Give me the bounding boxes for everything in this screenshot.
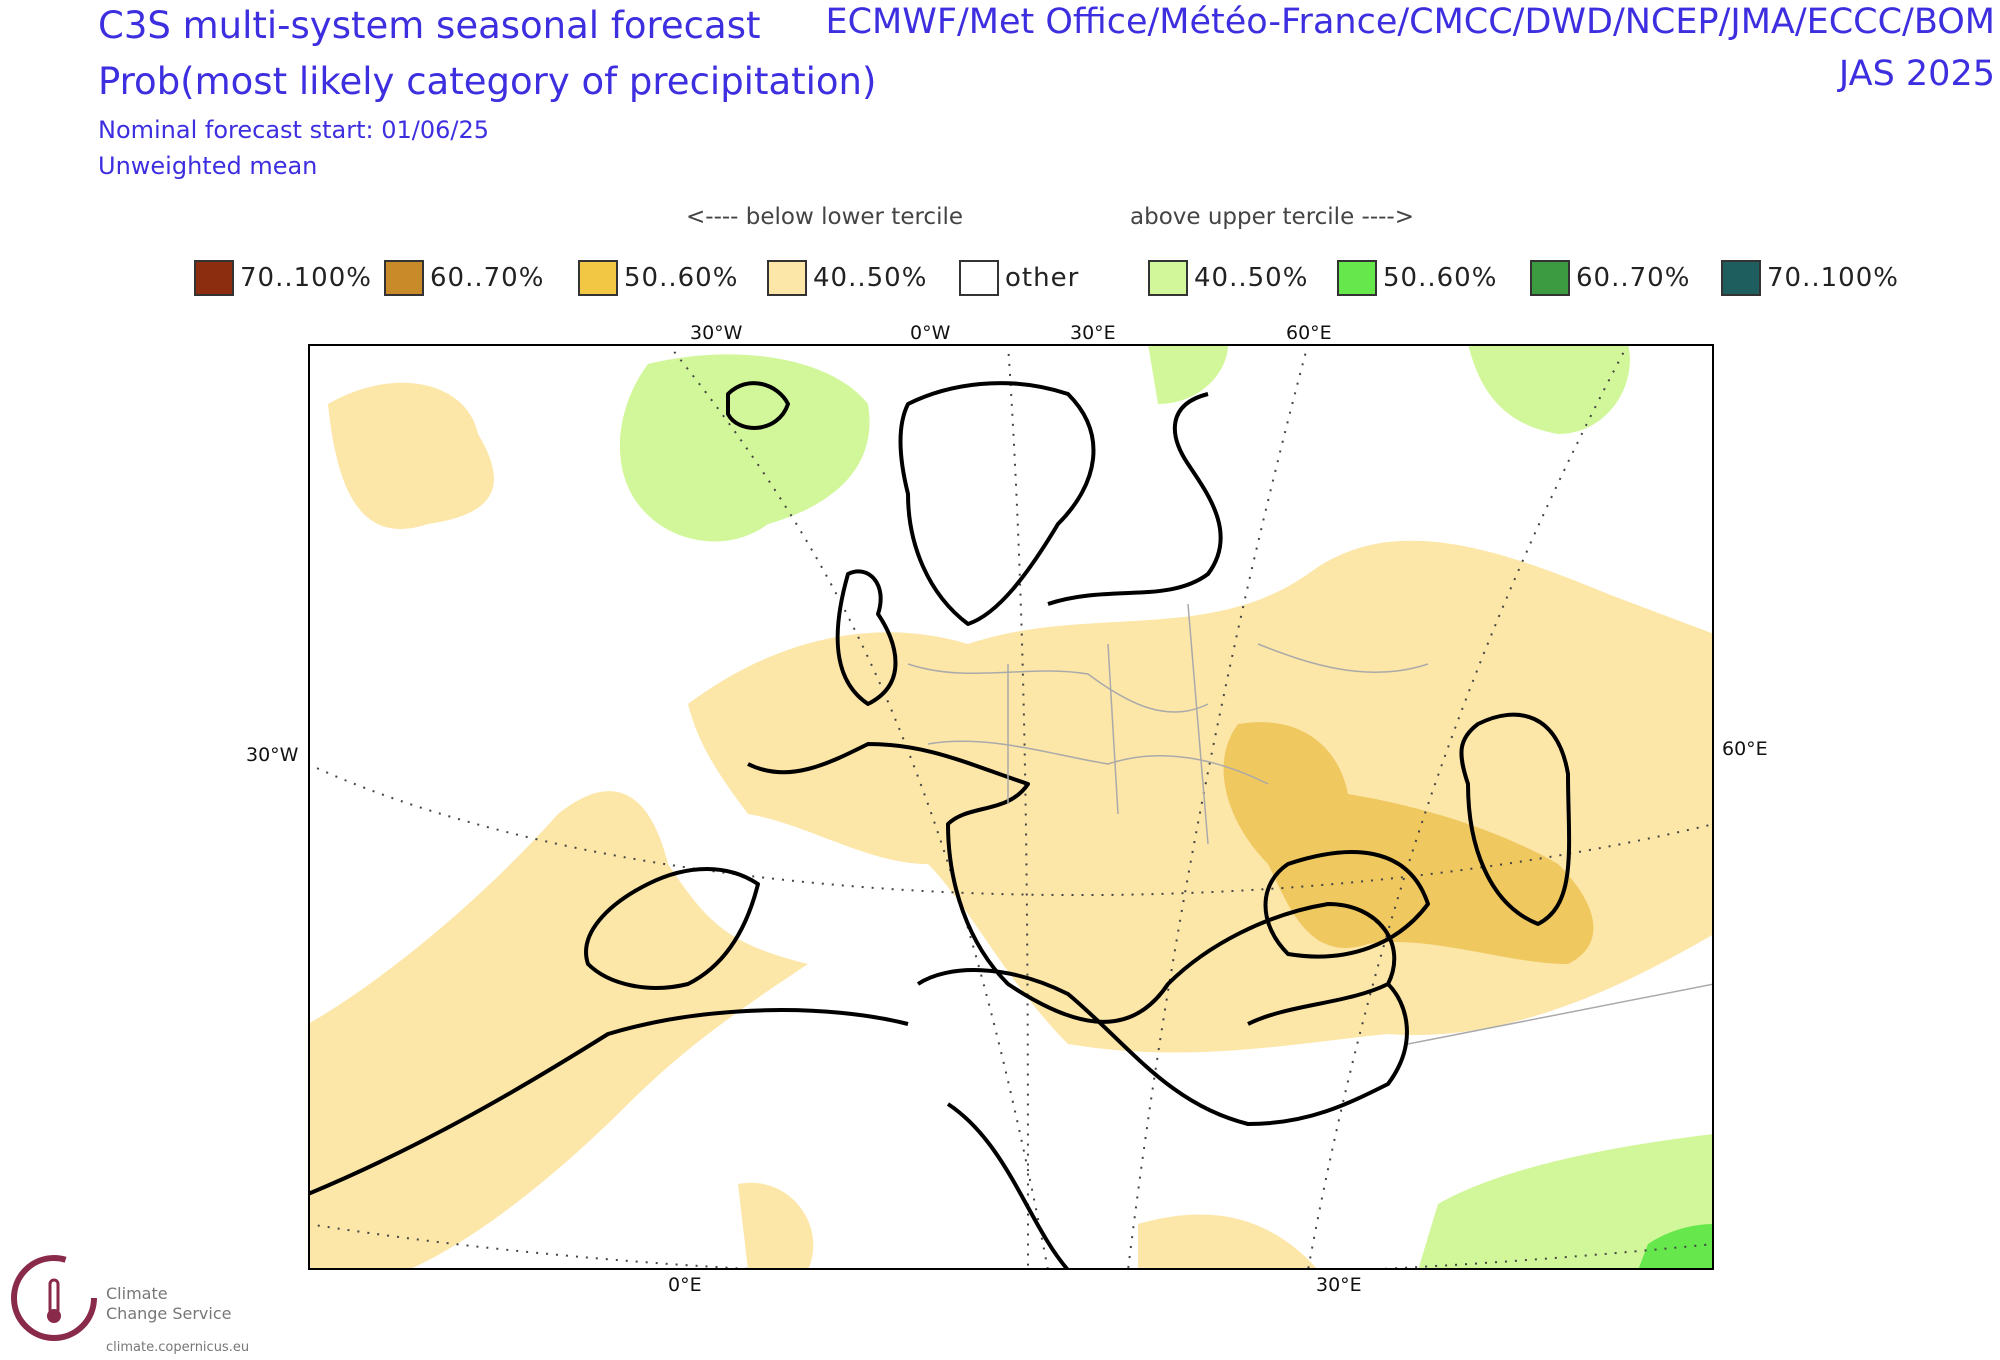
legend-label: 70..100% [1767,263,1899,293]
climate-change-service-logo: Climate Change Service climate.copernicu… [6,1250,286,1355]
below-tercile-50-60-area [1223,722,1594,964]
legend-item: 40..50% [1148,258,1308,298]
lon-label-right-60e: 60°E [1722,738,1768,760]
forecast-map [308,344,1714,1270]
logo-line2: Change Service [106,1304,232,1323]
legend-label: 60..70% [1576,263,1691,293]
legend-label: 50..60% [624,263,739,293]
legend-item: 40..50% [767,258,927,298]
legend-swatch [1337,260,1377,296]
forecast-period-label: JAS 2025 [1838,54,1995,94]
legend-swatch [1148,260,1188,296]
legend-label: 60..70% [430,263,545,293]
legend-swatch [1530,260,1570,296]
legend-item: other [959,258,1079,298]
lon-label-bottom-0e: 0°E [668,1274,702,1296]
map-title: C3S multi-system seasonal forecast [98,4,761,47]
legend-item: 60..70% [384,258,544,298]
legend-swatch [767,260,807,296]
copernicus-logo-icon [11,1255,97,1341]
legend-item: 70..100% [1721,258,1899,298]
coastlines [308,381,1572,1270]
forecast-start-label: Nominal forecast start: 01/06/25 [98,116,489,144]
lon-label-top-30w: 30°W [690,322,743,344]
map-subtitle: Prob(most likely category of precipitati… [98,60,877,103]
legend-label: other [1005,263,1080,293]
map-frame [308,344,1714,1270]
logo-url: climate.copernicus.eu [106,1340,250,1355]
weighting-label: Unweighted mean [98,152,318,180]
legend-item: 50..60% [1337,258,1497,298]
country-borders [907,603,1714,1045]
legend-item: 50..60% [578,258,738,298]
lon-label-bottom-30e: 30°E [1316,1274,1362,1296]
below-tercile-note: <---- below lower tercile [686,204,963,230]
lon-label-top-60e: 60°E [1286,322,1332,344]
legend-swatch [1721,260,1761,296]
forecast-centres-label: ECMWF/Met Office/Météo-France/CMCC/DWD/N… [825,2,1995,42]
legend-label: 40..50% [813,263,928,293]
legend-item: 70..100% [194,258,372,298]
legend-label: 70..100% [240,263,372,293]
legend-item: 60..70% [1530,258,1690,298]
legend-label: 50..60% [1383,263,1498,293]
legend-swatch [578,260,618,296]
below-tercile-40-50-area [308,382,1714,1270]
lon-label-top-30e: 30°E [1070,322,1116,344]
above-tercile-40-50-area [619,344,1714,1270]
legend-label: 40..50% [1194,263,1309,293]
legend-swatch [194,260,234,296]
logo-line1: Climate [106,1284,168,1303]
legend-swatch [384,260,424,296]
lon-label-left-30w: 30°W [246,744,299,766]
lon-label-top-0w: 0°W [910,322,951,344]
above-tercile-note: above upper tercile ----> [1130,204,1415,230]
legend-swatch [959,260,999,296]
